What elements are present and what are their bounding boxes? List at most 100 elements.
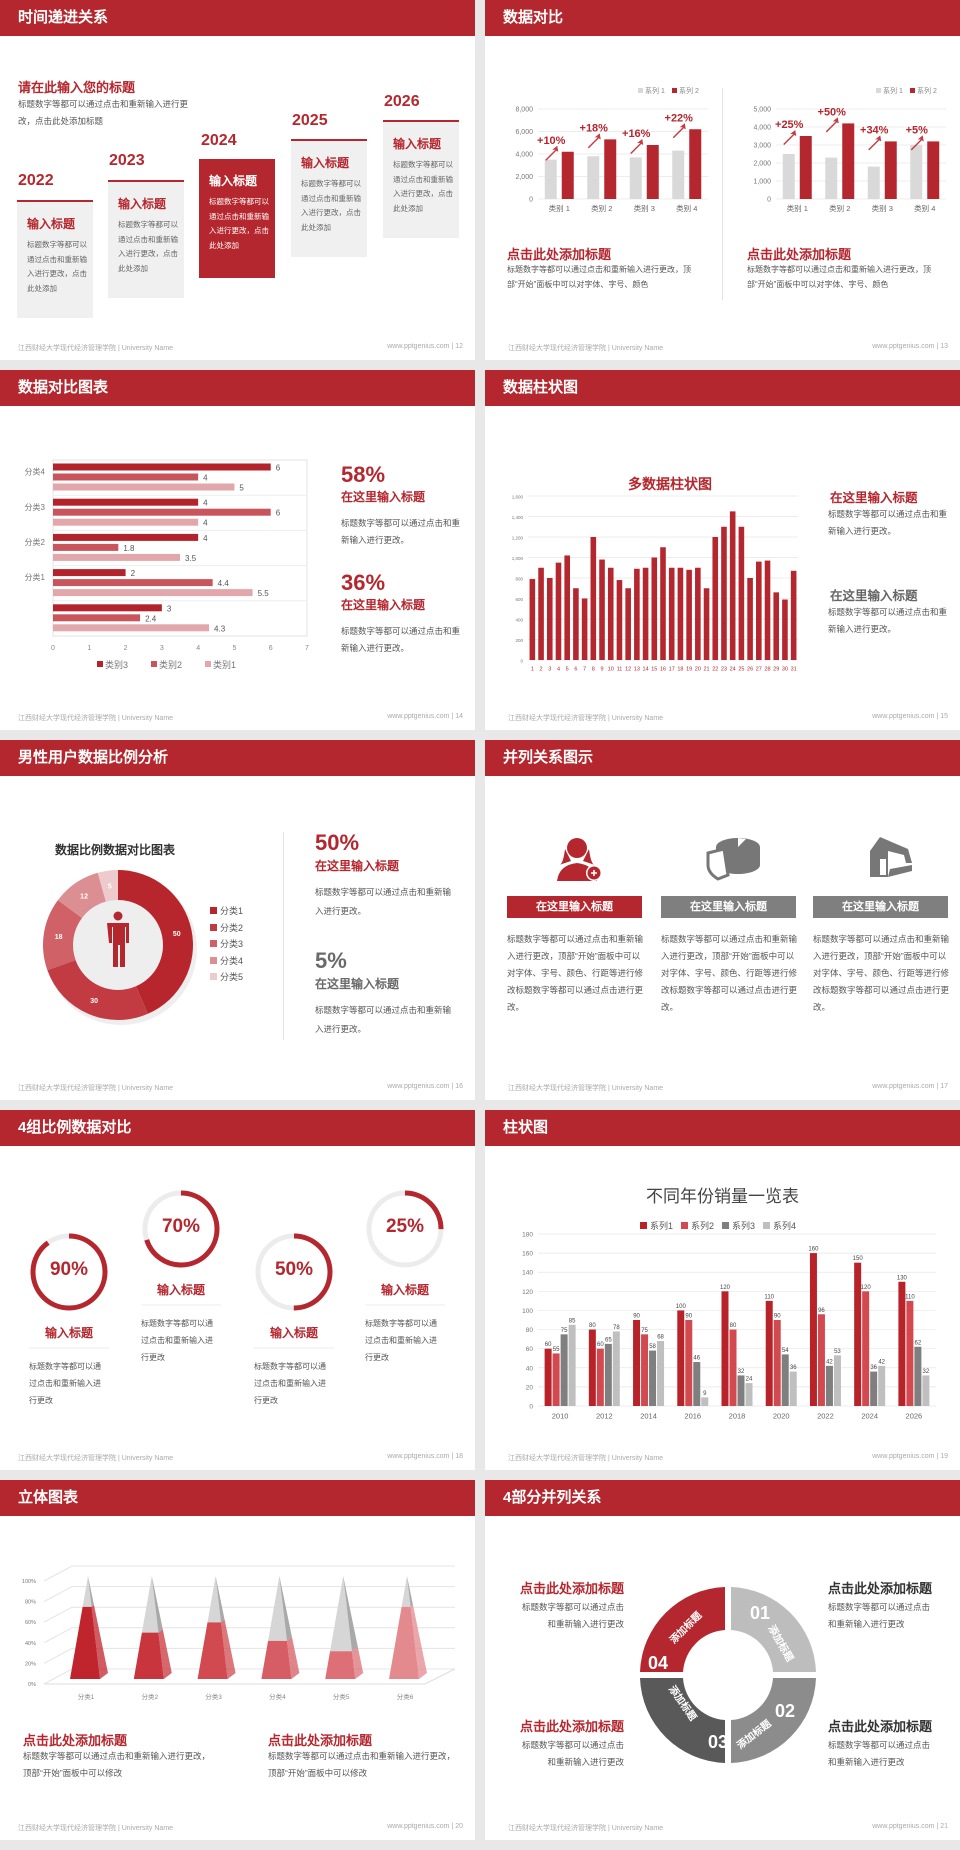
block-title: 点击此处添加标题: [828, 1581, 933, 1596]
legend-swatch: [910, 88, 915, 93]
data-label: 150: [853, 1256, 864, 1262]
bar: [629, 157, 642, 199]
bar: [538, 567, 544, 660]
x-tick-label: 分类1: [78, 1692, 95, 1701]
stat-value: 5%: [315, 948, 347, 973]
data-label: 32: [923, 1369, 930, 1375]
legend-label: 类别2: [159, 659, 182, 670]
x-tick-label: 28: [764, 667, 770, 673]
page-number: | 16: [451, 1083, 463, 1090]
ring-percent: 70%: [161, 1216, 201, 1237]
block-text: 标题数字等都可以通过点击: [521, 1740, 624, 1750]
bar: [712, 537, 719, 660]
ring-text: 标题数字等都可以通过点击和重新输入进行更改: [365, 1319, 437, 1362]
timeline-card[interactable]: 输入标题 标题数字等都可以通过点击和重新输入进行更改，点击此处添加: [383, 120, 459, 238]
ring-progress: [142, 1190, 220, 1268]
bar: [53, 543, 119, 551]
ring-title: 输入标题: [156, 1283, 205, 1297]
category-label: 分类3: [25, 502, 46, 512]
pyramid-bar: [133, 1632, 164, 1679]
progress-rings: [29, 1190, 445, 1349]
footer-site: www.pptgenius.com: [872, 713, 935, 720]
shop-icon: [870, 837, 912, 877]
data-label: 3: [167, 604, 172, 613]
bar: [633, 1320, 641, 1406]
x-tick-label: 26: [747, 667, 753, 673]
divider: [722, 88, 723, 300]
bar: [604, 139, 617, 199]
x-tick-label: 3: [548, 667, 551, 673]
x-tick-label: 0: [51, 645, 55, 652]
legend-label: 系列1: [650, 1221, 674, 1231]
slide-header: 并列关系图示: [485, 740, 960, 776]
data-label: 130: [897, 1275, 908, 1281]
footer-org: 江西财经大学现代经济管理学院 | University Name: [508, 345, 664, 352]
x-tick-label: 类别 2: [829, 203, 850, 213]
bar: [701, 1397, 709, 1406]
pyramid-bar-side: [221, 1619, 236, 1679]
data-label: 4: [203, 474, 208, 483]
y-tick-label: 2,000: [515, 174, 533, 181]
y-tick-label: 1,000: [753, 179, 771, 186]
bar: [641, 1334, 649, 1406]
growth-label: +16%: [622, 128, 651, 140]
timeline-card[interactable]: 输入标题 标题数字等都可以通过点击和重新输入进行更改，点击此处添加: [291, 139, 367, 257]
bar: [721, 526, 727, 660]
data-label: 42: [826, 1359, 833, 1365]
legend-item: 分类2: [210, 921, 243, 934]
x-tick-label: 27: [756, 667, 762, 673]
card-title: 输入标题: [118, 197, 167, 211]
data-label: 80: [730, 1323, 737, 1329]
slide-header: 数据对比图表: [0, 370, 475, 406]
data-label: 160: [808, 1247, 819, 1253]
x-tick-label: 21: [703, 667, 709, 673]
bar: [53, 498, 199, 506]
y-tick-label: 80%: [25, 1600, 36, 1606]
donut-slice: [57, 872, 106, 919]
footer-org: 江西财经大学现代经济管理学院 | University Name: [508, 1455, 664, 1462]
segment-number: 02: [775, 1701, 795, 1721]
pie-chart-icon: [706, 838, 760, 881]
legend-swatch: [638, 88, 643, 93]
legend-label: 系列 1: [883, 86, 903, 95]
bar: [842, 123, 855, 199]
arrow-up-icon: [910, 135, 924, 151]
stat-value: 50%: [315, 830, 360, 855]
legend-label: 系列3: [732, 1221, 756, 1231]
footer-org: 江西财经大学现代经济管理学院 | University Name: [18, 1455, 174, 1462]
data-label: 60: [597, 1342, 604, 1348]
x-tick-label: 类别 4: [676, 203, 697, 213]
stat-text: 标题数字等都可以通过点击和重新输入进行更改。: [341, 518, 461, 545]
x-tick-label: 5: [566, 667, 569, 673]
timeline-card-active[interactable]: 输入标题 标题数字等都可以通过点击和重新输入进行更改，点击此处添加: [199, 159, 275, 278]
footer-right: www.pptgenius.com | 16: [387, 1083, 463, 1090]
timeline-card[interactable]: 输入标题 标题数字等都可以通过点击和重新输入进行更改，点击此处添加: [17, 200, 93, 318]
footer-org: 江西财经大学现代经济管理学院 | University Name: [18, 345, 174, 352]
bar: [867, 166, 880, 199]
bar: [616, 580, 623, 660]
data-label: 100: [676, 1304, 687, 1310]
bar: [862, 1291, 870, 1406]
footer-org: 江西财经大学现代经济管理学院 | University Name: [508, 715, 664, 722]
pyramid-bar: [261, 1640, 292, 1679]
data-label: 36: [790, 1365, 797, 1371]
slice-label: 30: [90, 998, 98, 1005]
footer-right: www.pptgenius.com | 12: [387, 343, 463, 350]
slide-title: 立体图表: [18, 1489, 79, 1506]
legend-item: 系列4: [763, 1221, 796, 1231]
bar: [53, 569, 126, 577]
bar: [854, 1262, 862, 1406]
y-tick-label: 100: [522, 1308, 533, 1315]
bar: [737, 1375, 745, 1406]
timeline-card[interactable]: 输入标题 标题数字等都可以通过点击和重新输入进行更改，点击此处添加: [108, 180, 184, 298]
segment-03: [640, 1678, 725, 1763]
y-tick-label: 4,000: [515, 152, 533, 159]
y-tick-label: 160: [522, 1251, 533, 1258]
legend-item: 分类5: [210, 970, 243, 983]
legend-swatch: [210, 940, 217, 947]
slide-comparison-chart: 数据对比图表 分类4 6 4 5 分类3 4 6 4 分类2 4 1.8 3.5 分类1 2 4.4 5.5 3…: [0, 370, 475, 730]
pyramid-top: [330, 1576, 352, 1652]
footer-site: www.pptgenius.com: [387, 713, 450, 720]
x-tick-label: 1: [531, 667, 534, 673]
arrow-up-icon: [783, 130, 797, 145]
